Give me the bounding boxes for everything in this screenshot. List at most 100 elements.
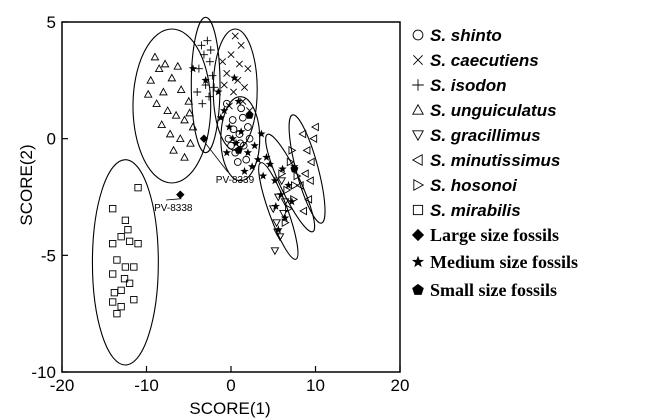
data-point-triangle-left <box>298 129 307 139</box>
data-point-triangle-up <box>176 85 186 93</box>
confidence-ellipses <box>91 16 326 366</box>
data-point-square <box>125 279 134 287</box>
data-point-triangle-right <box>291 180 299 190</box>
data-point-triangle-up <box>146 75 156 84</box>
y-tick-label: -10 <box>31 363 56 382</box>
legend-label: S. mirabilis <box>430 201 521 220</box>
data-point-star <box>240 166 249 175</box>
data-point-circle <box>227 141 235 150</box>
legend-marker-diamond <box>411 228 425 242</box>
legend-marker <box>412 29 424 41</box>
data-point-triangle-right <box>283 185 292 195</box>
data-point-x <box>231 32 239 40</box>
legend-label: Small size fossils <box>430 280 557 300</box>
data-point-star <box>225 122 234 131</box>
legend-marker-circle <box>412 29 424 41</box>
legend-marker-triangle-down <box>412 130 424 142</box>
data-point-star <box>253 155 263 164</box>
data-point-diamond <box>176 190 185 199</box>
data-point-triangle-up <box>152 99 162 107</box>
data-point-x <box>227 51 235 59</box>
data-point-plus <box>193 88 202 96</box>
legend-marker <box>412 204 424 216</box>
data-point-plus <box>198 99 207 108</box>
data-point-triangle-right <box>286 157 295 167</box>
y-tick-label: 0 <box>47 130 56 149</box>
data-point-circle <box>237 104 245 113</box>
data-point-triangle-up <box>169 145 178 154</box>
data-point-plus <box>205 92 214 101</box>
data-point-x <box>235 60 243 68</box>
data-point-triangle-right <box>293 171 302 181</box>
data-point-star <box>257 129 266 138</box>
legend-label: S. unguiculatus <box>430 101 557 120</box>
x-tick-label: -20 <box>50 376 75 395</box>
data-point-plus <box>210 83 219 92</box>
annotation-label: PV-8338 <box>154 203 193 214</box>
data-point-square <box>109 205 117 213</box>
data-point-plus <box>205 57 214 66</box>
legend-marker <box>412 283 424 295</box>
data-point-triangle-left <box>310 122 319 132</box>
data-point-square <box>121 216 130 224</box>
data-point-circle <box>244 123 252 131</box>
y-axis-title: SCORE(2) <box>17 144 36 225</box>
data-point-triangle-up <box>180 152 189 161</box>
data-point-triangle-up <box>157 120 167 128</box>
group-ellipse <box>220 96 261 182</box>
data-point-triangle-down <box>280 198 290 207</box>
data-point-square <box>121 263 130 271</box>
x-axis-title: SCORE(1) <box>189 399 270 418</box>
data-point-star <box>258 171 268 180</box>
data-point-star <box>262 152 271 161</box>
data-point-star <box>284 180 293 189</box>
data-point-star <box>287 197 297 206</box>
series-triangle-up <box>143 52 198 161</box>
data-point-diamond <box>199 134 209 143</box>
data-point-triangle-down <box>279 210 288 218</box>
data-point-square <box>109 240 117 248</box>
data-point-circle <box>228 116 237 124</box>
legend-marker <box>413 55 423 65</box>
data-point-square <box>125 237 134 245</box>
data-point-triangle-up <box>188 122 198 131</box>
data-point-triangle-up <box>175 134 185 142</box>
legend-marker-pentagon <box>412 283 424 295</box>
data-point-plus <box>194 64 203 73</box>
data-point-square <box>117 233 125 241</box>
data-point-pentagon <box>245 111 254 119</box>
annotation-label: PV-8339 <box>216 175 255 186</box>
data-point-square <box>117 286 125 294</box>
data-point-star <box>214 87 223 96</box>
data-point-triangle-left <box>299 206 307 216</box>
data-point-circle <box>222 99 231 108</box>
data-point-triangle-left <box>305 176 314 186</box>
data-point-square <box>120 275 129 283</box>
group-ellipse <box>288 114 326 224</box>
data-point-x <box>237 41 245 49</box>
series-star <box>188 64 299 234</box>
data-point-star <box>236 127 246 136</box>
data-point-star <box>231 138 241 147</box>
data-point-star <box>270 176 280 185</box>
series-diamond <box>176 134 209 199</box>
legend-label: Large size fossils <box>430 225 559 245</box>
data-point-star <box>250 141 259 150</box>
data-point-square <box>109 270 117 278</box>
data-points <box>109 32 319 318</box>
data-point-circle <box>233 158 242 166</box>
data-point-pentagon <box>290 164 299 173</box>
data-point-triangle-up <box>173 61 183 70</box>
annotation-leader <box>204 142 229 173</box>
legend-marker-triangle-left <box>411 154 423 166</box>
legend-label: S. caecutiens <box>430 51 539 70</box>
data-point-star <box>234 96 243 105</box>
data-point-plus <box>203 36 212 45</box>
data-point-square <box>113 256 121 264</box>
data-point-plus <box>201 81 210 89</box>
annotation-leader <box>166 198 182 201</box>
data-point-triangle-up <box>165 129 175 138</box>
data-point-triangle-left <box>295 180 304 190</box>
data-point-triangle-down <box>275 233 285 242</box>
data-point-x <box>220 81 228 89</box>
